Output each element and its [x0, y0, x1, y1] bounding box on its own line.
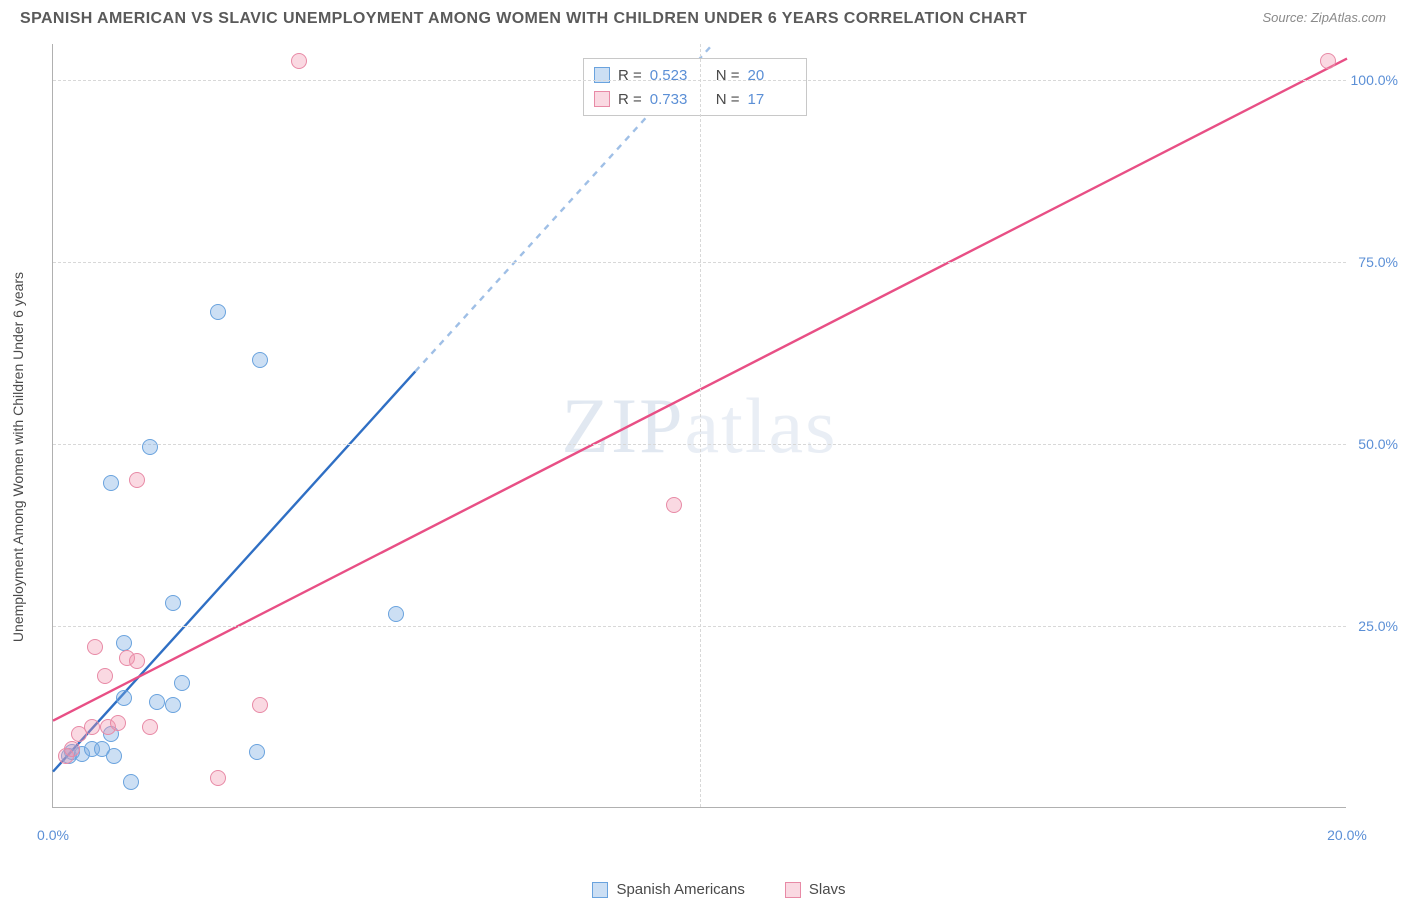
data-point-spanish_americans	[116, 635, 132, 651]
data-point-slavs	[252, 697, 268, 713]
data-point-slavs	[666, 497, 682, 513]
data-point-slavs	[71, 726, 87, 742]
chart-container: Unemployment Among Women with Children U…	[52, 44, 1386, 870]
data-point-slavs	[87, 639, 103, 655]
stat-r-label: R =	[618, 91, 642, 108]
source-attribution: Source: ZipAtlas.com	[1262, 10, 1386, 25]
data-point-spanish_americans	[165, 697, 181, 713]
data-point-slavs	[129, 472, 145, 488]
data-point-slavs	[210, 770, 226, 786]
legend-item-0: Spanish Americans	[592, 881, 744, 898]
data-point-spanish_americans	[142, 439, 158, 455]
data-point-spanish_americans	[116, 690, 132, 706]
y-tick-label: 25.0%	[1350, 618, 1398, 634]
data-point-slavs	[64, 741, 80, 757]
data-point-spanish_americans	[123, 774, 139, 790]
data-point-slavs	[129, 653, 145, 669]
data-point-slavs	[1320, 53, 1336, 69]
data-point-spanish_americans	[165, 595, 181, 611]
stat-r-value-1: 0.733	[650, 91, 698, 108]
x-tick-label: 20.0%	[1327, 827, 1367, 843]
data-point-spanish_americans	[174, 675, 190, 691]
y-tick-label: 100.0%	[1350, 72, 1398, 88]
stat-n-label: N =	[716, 91, 740, 108]
data-point-spanish_americans	[252, 352, 268, 368]
y-axis-title: Unemployment Among Women with Children U…	[10, 272, 26, 642]
data-point-slavs	[97, 668, 113, 684]
data-point-slavs	[142, 719, 158, 735]
data-point-slavs	[291, 53, 307, 69]
data-point-spanish_americans	[249, 744, 265, 760]
chart-title: SPANISH AMERICAN VS SLAVIC UNEMPLOYMENT …	[20, 10, 1027, 28]
data-point-spanish_americans	[210, 304, 226, 320]
y-tick-label: 75.0%	[1350, 254, 1398, 270]
data-point-spanish_americans	[103, 475, 119, 491]
legend-label-1: Slavs	[809, 881, 846, 898]
data-point-spanish_americans	[149, 694, 165, 710]
plot-area: ZIPatlas R = 0.523 N = 20 R = 0.733 N = …	[52, 44, 1346, 808]
legend-item-1: Slavs	[785, 881, 846, 898]
legend-swatch-1	[785, 882, 801, 898]
x-tick-label: 0.0%	[37, 827, 69, 843]
stat-n-value-1: 17	[748, 91, 796, 108]
data-point-slavs	[110, 715, 126, 731]
legend-label-0: Spanish Americans	[616, 881, 744, 898]
data-point-spanish_americans	[388, 606, 404, 622]
legend: Spanish Americans Slavs	[52, 881, 1386, 898]
data-point-spanish_americans	[106, 748, 122, 764]
y-tick-label: 50.0%	[1350, 436, 1398, 452]
gridline-v	[700, 44, 701, 807]
swatch-series-1	[594, 91, 610, 107]
stat-row-series-0: R = 0.523 N = 20	[594, 63, 796, 87]
stat-row-series-1: R = 0.733 N = 17	[594, 87, 796, 111]
legend-swatch-0	[592, 882, 608, 898]
correlation-stat-box: R = 0.523 N = 20 R = 0.733 N = 17	[583, 58, 807, 116]
